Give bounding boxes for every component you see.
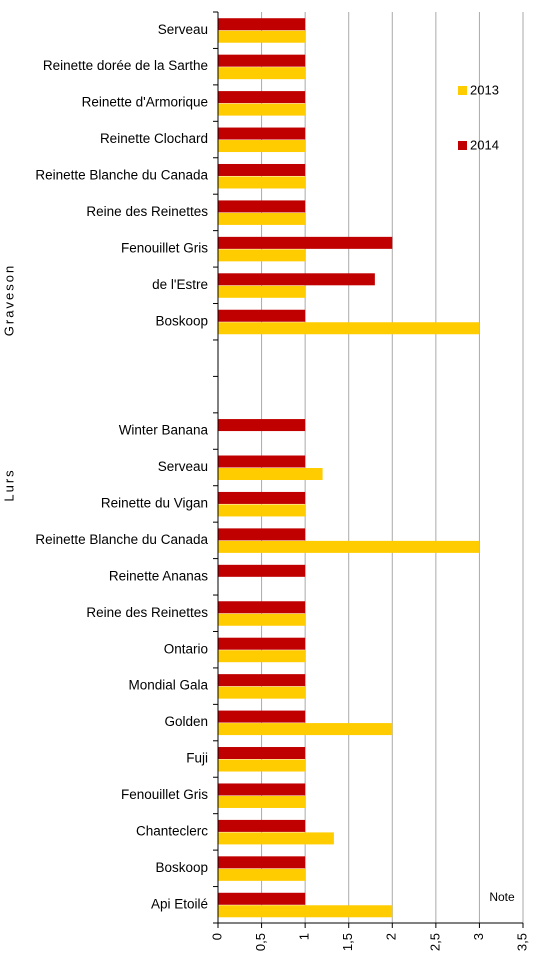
bar [218,856,306,869]
x-tick-label: 3 [471,933,486,940]
bar [218,868,306,881]
y-tick-label: Reinette Ananas [109,568,208,583]
bar [218,273,375,286]
x-tick-label: 1,5 [340,933,355,951]
bar [218,249,306,262]
bar [218,309,306,322]
y-tick-label: Fenouillet Gris [121,787,208,802]
bar [218,905,393,918]
bar [218,176,306,189]
y-tick-label: Boskoop [155,860,208,875]
bar [218,819,306,832]
bar [218,468,323,480]
x-tick-label: 0 [209,933,224,940]
bar [218,91,306,104]
bar [218,455,306,468]
y-tick-label: de l'Estre [152,277,208,292]
legend-label: 2014 [470,137,499,152]
bar [218,67,306,80]
y-tick-label: Reine des Reinettes [86,605,208,620]
bar [218,601,306,614]
legend-swatch [458,141,467,150]
y-tick-label: Serveau [158,459,208,474]
bar [218,759,306,772]
x-tick-label: 2,5 [427,933,442,951]
y-tick-label: Chanteclerc [136,823,208,838]
bar [218,637,306,650]
bar [218,212,306,225]
bar [218,710,306,723]
bar [218,564,306,577]
y-tick-label: Reinette dorée de la Sarthe [43,58,208,73]
y-tick-label: Reine des Reinettes [86,204,208,219]
group-label: Lurs [1,468,16,501]
x-tick-label: 0,5 [253,933,268,951]
bar [218,127,306,140]
bar [218,723,393,736]
y-tick-label: Reinette Clochard [100,131,208,146]
y-tick-label: Winter Banana [119,423,209,438]
bar [218,686,306,699]
y-tick-label: Fenouillet Gris [121,240,208,255]
bar [218,650,306,663]
y-tick-label: Reinette d'Armorique [82,95,208,110]
bar [218,892,306,905]
x-tick-label: 3,5 [514,933,529,951]
legend-swatch [458,86,467,95]
x-axis-title: Note [489,890,515,904]
bar [218,18,306,31]
bar [218,674,306,687]
bar [218,832,334,845]
bar [218,613,306,626]
x-tick-label: 2 [384,933,399,940]
y-tick-label: Ontario [164,641,208,656]
legend-label: 2013 [470,82,499,97]
bar [218,783,306,796]
bar [218,528,306,541]
bar [218,140,306,153]
y-tick-label: Reinette du Vigan [101,496,208,511]
y-tick-label: Fuji [186,751,208,766]
bar [218,200,306,213]
bar [218,540,480,553]
bar [218,30,306,43]
plot: 0 0,5 1 1,5 2 2,5 3 3,5 Serveau Reinette dorée de… [1,11,529,951]
y-tick-label: Mondial Gala [128,678,208,693]
y-tick-label: Reinette Blanche du Canada [35,532,208,547]
y-tick-label: Golden [164,714,208,729]
y-tick-label: Boskoop [155,313,208,328]
bar [218,285,306,298]
group-label: Graveson [1,264,16,336]
bar [218,419,306,432]
bar [218,322,480,335]
bar [218,236,393,249]
bar [218,103,306,116]
x-tick-label: 1 [297,933,312,940]
bar [218,54,306,67]
bar [218,795,306,808]
y-tick-label: Api Etoilé [151,896,208,911]
bar [218,747,306,760]
bar [218,163,306,176]
bar [218,491,306,504]
bar [218,504,306,517]
y-tick-label: Serveau [158,22,208,37]
y-tick-label: Reinette Blanche du Canada [35,168,208,183]
